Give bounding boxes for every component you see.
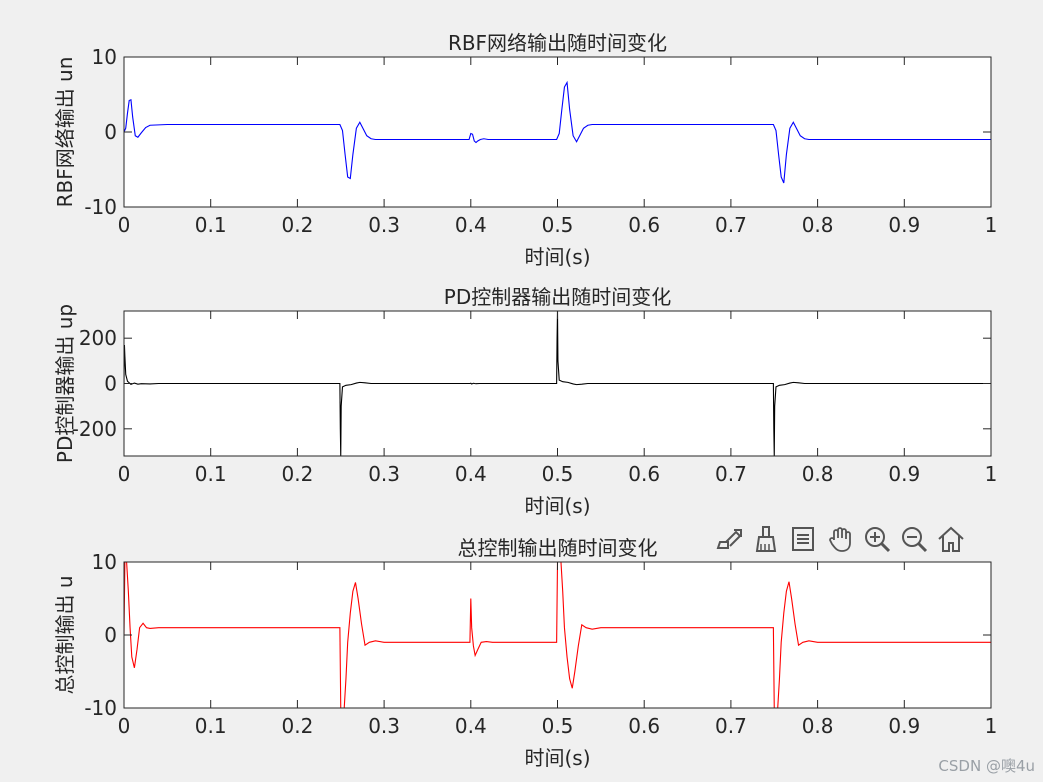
series-line-1	[124, 80, 991, 184]
y-tick-label: -10	[84, 195, 117, 219]
y-tick-label: 0	[104, 372, 117, 396]
x-tick-label: 0.3	[368, 462, 400, 486]
x-tick-label: 0.3	[368, 714, 400, 738]
zoom-in-icon[interactable]	[860, 520, 893, 558]
home-icon[interactable]	[934, 520, 967, 558]
y-axis-label-2: PD控制器输出 up	[53, 304, 77, 463]
x-tick-label: 1	[985, 462, 998, 486]
chart-title-3: 总控制输出随时间变化	[458, 536, 658, 560]
x-tick-label: 0.4	[455, 714, 487, 738]
x-tick-label: 1	[985, 714, 998, 738]
pan-hand-icon[interactable]	[823, 520, 856, 558]
y-axis-label-1: RBF网络输出 un	[53, 57, 77, 208]
x-tick-label: 0.6	[628, 462, 660, 486]
x-axis-label-2: 时间(s)	[524, 494, 590, 518]
x-tick-label: 0.7	[715, 213, 747, 237]
x-tick-label: 0.4	[455, 213, 487, 237]
x-tick-label: 0	[118, 714, 131, 738]
series-line-2	[124, 311, 991, 456]
x-tick-label: 0.9	[888, 213, 920, 237]
axes-toolbar[interactable]	[712, 520, 967, 560]
y-tick-label: 0	[104, 623, 117, 647]
x-tick-label: 0.4	[455, 462, 487, 486]
x-tick-label: 0.7	[715, 714, 747, 738]
x-tick-label: 0.6	[628, 213, 660, 237]
x-tick-label: 0.5	[542, 714, 574, 738]
x-tick-label: 0.8	[802, 462, 834, 486]
x-tick-label: 0.3	[368, 213, 400, 237]
x-tick-label: 0.6	[628, 714, 660, 738]
watermark: CSDN @噢4u	[938, 757, 1035, 775]
x-tick-label: 0.2	[281, 714, 313, 738]
chart-title-1: RBF网络输出随时间变化	[448, 31, 667, 55]
plot-area-1	[124, 57, 991, 207]
x-tick-label: 0.9	[888, 462, 920, 486]
y-tick-label: 10	[92, 550, 117, 574]
x-tick-label: 0.8	[802, 714, 834, 738]
x-tick-label: 0.2	[281, 462, 313, 486]
x-tick-label: 0.8	[802, 213, 834, 237]
brush-icon[interactable]	[749, 520, 782, 558]
x-axis-label-3: 时间(s)	[524, 746, 590, 770]
x-tick-label: 0	[118, 462, 131, 486]
chart-title-2: PD控制器输出随时间变化	[444, 285, 671, 309]
export-icon[interactable]	[712, 520, 745, 558]
y-tick-label: -200	[72, 417, 117, 441]
x-tick-label: 0.1	[195, 213, 227, 237]
y-tick-label: -10	[84, 696, 117, 720]
x-tick-label: 0.7	[715, 462, 747, 486]
x-tick-label: 0.1	[195, 714, 227, 738]
x-axis-label-1: 时间(s)	[524, 245, 590, 269]
x-tick-label: 0.2	[281, 213, 313, 237]
series-line-3	[124, 562, 991, 708]
x-tick-label: 0	[118, 213, 131, 237]
y-tick-label: 0	[104, 120, 117, 144]
x-tick-label: 0.5	[542, 462, 574, 486]
x-tick-label: 1	[985, 213, 998, 237]
y-axis-label-3: 总控制输出 u	[53, 575, 77, 694]
x-tick-label: 0.9	[888, 714, 920, 738]
y-tick-label: 10	[92, 45, 117, 69]
x-tick-label: 0.5	[542, 213, 574, 237]
data-tips-icon[interactable]	[786, 520, 819, 558]
zoom-out-icon[interactable]	[897, 520, 930, 558]
x-tick-label: 0.1	[195, 462, 227, 486]
y-tick-label: 200	[79, 326, 117, 350]
